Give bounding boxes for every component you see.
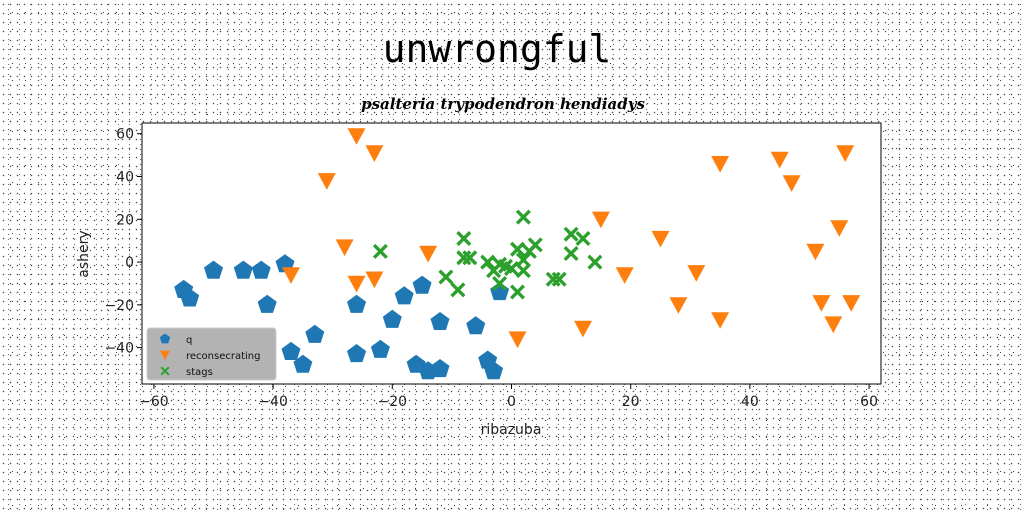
data-point-reconsecrating bbox=[687, 265, 706, 282]
x-tick-label: 20 bbox=[622, 394, 640, 410]
data-point-reconsecrating bbox=[669, 297, 688, 314]
data-point-reconsecrating bbox=[711, 156, 730, 173]
data-point-stags bbox=[587, 254, 603, 270]
data-point-reconsecrating bbox=[347, 275, 366, 293]
data-point-q bbox=[430, 312, 450, 330]
data-point-q bbox=[466, 316, 486, 335]
data-point-stags bbox=[438, 269, 454, 285]
chart-title: unwrongful bbox=[383, 27, 612, 71]
data-point-reconsecrating bbox=[615, 267, 634, 284]
x-tick-label: 0 bbox=[507, 394, 516, 410]
x-tick-label: −20 bbox=[378, 394, 408, 410]
data-point-stags bbox=[510, 284, 525, 300]
data-point-q bbox=[257, 294, 277, 313]
data-point-reconsecrating bbox=[830, 220, 849, 237]
data-point-q bbox=[233, 260, 253, 279]
data-point-reconsecrating bbox=[365, 271, 384, 289]
data-point-stags bbox=[510, 241, 525, 257]
data-point-q bbox=[430, 359, 450, 378]
data-point-reconsecrating bbox=[365, 145, 384, 162]
legend-marker bbox=[160, 366, 170, 376]
data-point-reconsecrating bbox=[508, 331, 527, 349]
data-point-reconsecrating bbox=[812, 295, 831, 312]
chart-subtitle: psalteria trypodendron hendiadys bbox=[361, 95, 645, 113]
data-point-q bbox=[347, 344, 367, 363]
y-tick-label: 20 bbox=[116, 212, 134, 228]
y-tick-label: −20 bbox=[104, 298, 134, 314]
data-point-reconsecrating bbox=[591, 211, 610, 229]
data-point-q bbox=[281, 341, 301, 360]
legend-marker bbox=[159, 333, 171, 344]
data-point-q bbox=[484, 361, 504, 380]
data-point-stags bbox=[480, 254, 496, 270]
data-point-stags bbox=[515, 263, 531, 279]
data-point-stags bbox=[462, 250, 478, 266]
legend-box bbox=[146, 327, 277, 381]
data-point-stags bbox=[456, 231, 472, 246]
legend-marker bbox=[160, 350, 170, 360]
legend-label: reconsecrating bbox=[186, 351, 260, 362]
data-point-reconsecrating bbox=[347, 128, 366, 145]
data-point-stags bbox=[563, 226, 579, 242]
data-point-stags bbox=[492, 276, 508, 291]
legend-label: stags bbox=[186, 367, 213, 378]
data-point-reconsecrating bbox=[842, 295, 861, 312]
data-point-q bbox=[347, 294, 367, 313]
data-point-reconsecrating bbox=[836, 145, 855, 162]
data-point-stags bbox=[504, 261, 519, 276]
data-point-q bbox=[394, 286, 414, 305]
data-point-q bbox=[412, 275, 432, 294]
x-tick-label: 40 bbox=[741, 394, 759, 410]
data-marks bbox=[174, 128, 861, 380]
data-point-stags bbox=[575, 231, 591, 246]
data-point-stags bbox=[551, 271, 567, 287]
data-point-q bbox=[204, 260, 223, 279]
data-point-q bbox=[293, 354, 313, 373]
data-point-stags bbox=[563, 246, 579, 261]
data-point-q bbox=[251, 260, 271, 279]
data-point-reconsecrating bbox=[806, 243, 825, 261]
y-tick-label: 60 bbox=[116, 127, 134, 143]
data-point-stags bbox=[515, 252, 531, 268]
x-axis: −60 −40 −20 0 20 40 60 bbox=[139, 384, 878, 410]
x-axis-label: ribazuba bbox=[481, 422, 542, 438]
data-point-reconsecrating bbox=[317, 173, 336, 190]
y-axis-label: ashery bbox=[76, 230, 92, 277]
y-tick-label: 40 bbox=[116, 169, 134, 185]
data-point-reconsecrating bbox=[282, 267, 300, 284]
data-point-reconsecrating bbox=[782, 175, 801, 192]
x-tick-label: 60 bbox=[860, 394, 878, 410]
legend: q reconsecrating stags bbox=[146, 327, 277, 381]
y-tick-label: 0 bbox=[125, 255, 134, 271]
data-point-stags bbox=[450, 282, 466, 298]
data-point-stags bbox=[527, 237, 543, 253]
data-point-stags bbox=[515, 209, 531, 225]
x-tick-label: −40 bbox=[258, 394, 288, 410]
data-point-stags bbox=[372, 243, 388, 259]
data-point-reconsecrating bbox=[335, 239, 354, 257]
data-point-reconsecrating bbox=[574, 320, 592, 338]
data-point-reconsecrating bbox=[419, 245, 438, 263]
x-tick-label: −60 bbox=[139, 394, 169, 410]
y-axis: −40 −20 0 20 40 60 bbox=[104, 127, 142, 357]
data-point-q bbox=[305, 324, 325, 343]
data-point-q bbox=[180, 288, 200, 307]
data-point-reconsecrating bbox=[711, 312, 730, 329]
data-point-reconsecrating bbox=[770, 151, 789, 169]
data-point-reconsecrating bbox=[651, 230, 670, 248]
data-point-q bbox=[382, 309, 402, 328]
y-tick-label: −40 bbox=[104, 341, 134, 357]
data-point-q bbox=[370, 339, 390, 358]
data-point-reconsecrating bbox=[824, 316, 843, 334]
legend-label: q bbox=[186, 335, 192, 346]
